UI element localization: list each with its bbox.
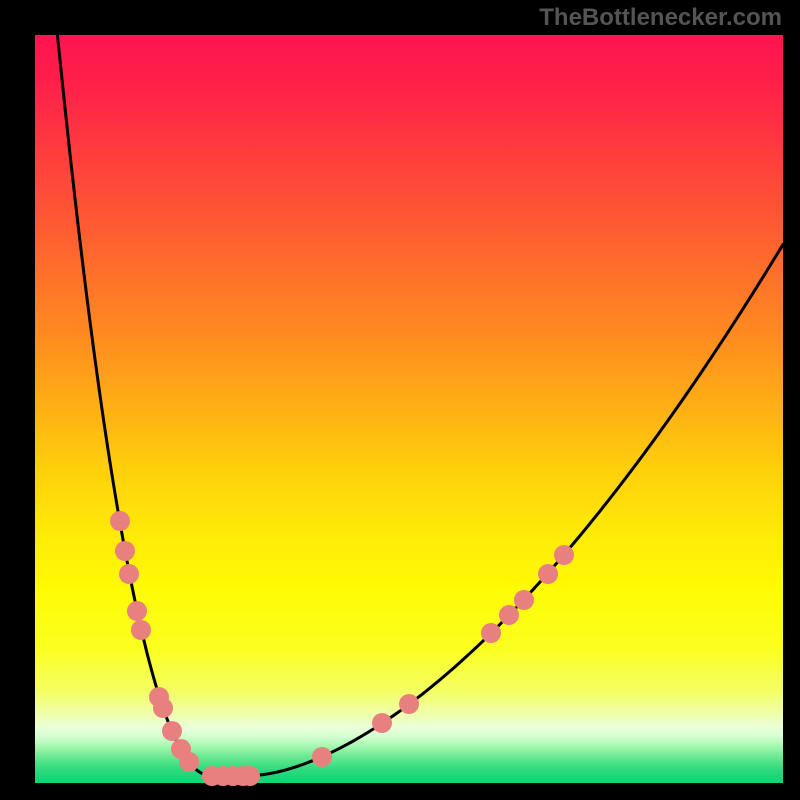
- data-point-marker: [115, 541, 135, 561]
- data-point-marker: [110, 511, 130, 531]
- chart-root: TheBottlenecker.com: [0, 0, 800, 800]
- bottleneck-curve: [57, 35, 783, 776]
- data-point-marker: [127, 601, 147, 621]
- data-point-marker: [481, 623, 501, 643]
- data-point-marker: [372, 713, 392, 733]
- data-point-marker: [119, 564, 139, 584]
- data-point-marker: [179, 752, 199, 772]
- data-point-marker: [554, 545, 574, 565]
- plot-area: [35, 35, 783, 783]
- data-point-marker: [131, 620, 151, 640]
- data-point-marker: [499, 605, 519, 625]
- watermark-text: TheBottlenecker.com: [539, 4, 782, 32]
- data-point-marker: [399, 694, 419, 714]
- data-point-marker: [514, 590, 534, 610]
- data-point-marker: [240, 766, 260, 786]
- data-point-marker: [153, 698, 173, 718]
- data-point-marker: [162, 721, 182, 741]
- data-point-marker: [538, 564, 558, 584]
- curve-layer: [35, 35, 783, 783]
- data-point-marker: [312, 747, 332, 767]
